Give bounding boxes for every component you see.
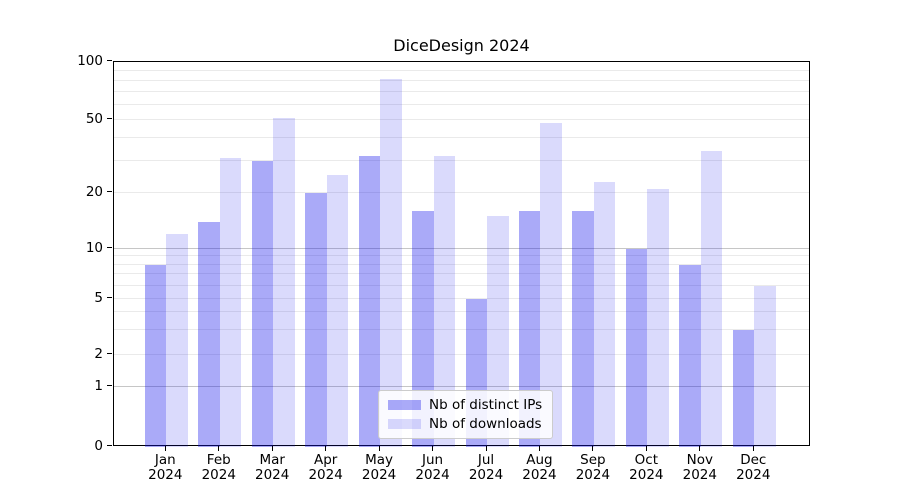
y-tick-20 (107, 191, 112, 193)
gridline-minor-6 (114, 284, 809, 286)
gridline-minor-40 (114, 136, 809, 138)
bar-downloads-feb (219, 158, 242, 447)
x-tick-mar (271, 446, 273, 451)
bar-downloads-apr (326, 175, 349, 447)
gridline-minor-70 (114, 90, 809, 92)
x-tick-jan (164, 446, 166, 451)
bar-downloads-dec (754, 285, 776, 447)
gridline-minor-2 (114, 354, 809, 356)
y-tick-label-2: 2 (94, 346, 103, 363)
gridline-major-1 (114, 386, 809, 388)
x-tick-label-dec: Dec 2024 (736, 452, 771, 483)
bar-downloads-may (380, 78, 402, 447)
y-tick-5 (107, 296, 112, 298)
legend-item-downloads: Nb of downloads (388, 416, 542, 432)
gridline-minor-9 (114, 255, 809, 257)
bar-distinct-ips-sep (572, 211, 594, 447)
legend-swatch-downloads (388, 419, 421, 429)
gridline-minor-20 (114, 192, 809, 194)
x-tick-label-aug: Aug 2024 (522, 452, 557, 483)
y-tick-10 (107, 246, 112, 248)
y-tick-1 (107, 385, 112, 387)
legend-item-distinct-ips: Nb of distinct IPs (388, 397, 542, 413)
gridline-minor-80 (114, 79, 809, 81)
bar-downloads-aug (540, 123, 562, 447)
bar-distinct-ips-mar (251, 160, 274, 447)
gridline-minor-4 (114, 311, 809, 313)
x-tick-sep (592, 446, 594, 451)
bar-distinct-ips-apr (305, 193, 327, 447)
legend: Nb of distinct IPs Nb of downloads (378, 390, 554, 439)
x-tick-nov (699, 446, 701, 451)
bar-downloads-oct (647, 189, 669, 447)
x-tick-label-mar: Mar 2024 (255, 452, 290, 483)
gridline-minor-3 (114, 329, 809, 331)
x-tick-label-may: May 2024 (361, 452, 397, 483)
bar-downloads-jan (166, 234, 188, 447)
y-tick-label-20: 20 (85, 184, 103, 201)
legend-label-downloads: Nb of downloads (429, 416, 542, 432)
y-tick-label-0: 0 (94, 438, 103, 454)
y-tick-50 (107, 117, 112, 119)
x-tick-label-nov: Nov 2024 (682, 452, 717, 483)
gridline-minor-60 (114, 103, 809, 105)
y-tick-2 (107, 353, 112, 355)
plot-area (113, 61, 810, 447)
gridline-major-10 (114, 247, 809, 249)
y-tick-label-50: 50 (85, 110, 103, 127)
bar-distinct-ips-jun (412, 211, 434, 447)
x-tick-dec (752, 446, 754, 451)
x-tick-label-jan: Jan 2024 (148, 452, 183, 483)
bar-distinct-ips-oct (625, 248, 648, 447)
x-tick-label-sep: Sep 2024 (575, 452, 611, 483)
y-tick-label-10: 10 (85, 239, 103, 256)
x-tick-apr (325, 446, 327, 451)
gridline-minor-90 (114, 69, 809, 71)
bar-distinct-ips-feb (198, 221, 220, 447)
x-tick-oct (645, 446, 647, 451)
y-tick-0 (107, 445, 112, 446)
bar-distinct-ips-nov (679, 264, 701, 447)
gridline-minor-5 (114, 297, 809, 299)
x-tick-label-apr: Apr 2024 (308, 452, 343, 483)
gridline-minor-30 (114, 159, 809, 161)
x-tick-label-oct: Oct 2024 (629, 452, 664, 483)
gridline-minor-50 (114, 118, 809, 120)
x-tick-jun (432, 446, 434, 451)
x-tick-aug (538, 446, 540, 451)
x-tick-label-jun: Jun 2024 (415, 452, 450, 483)
bar-downloads-nov (700, 150, 723, 447)
bar-distinct-ips-dec (732, 330, 755, 447)
x-tick-label-feb: Feb 2024 (201, 452, 236, 483)
y-tick-label-100: 100 (77, 53, 103, 69)
bar-downloads-mar (273, 118, 295, 447)
bar-distinct-ips-jan (144, 264, 167, 447)
y-tick-100 (107, 60, 112, 61)
gridline-minor-7 (114, 273, 809, 275)
bar-downloads-jun (433, 155, 456, 447)
legend-swatch-distinct-ips (388, 400, 421, 410)
bar-distinct-ips-aug (518, 211, 541, 447)
bar-distinct-ips-may (358, 155, 381, 447)
x-tick-jul (485, 446, 487, 451)
chart-title: DiceDesign 2024 (393, 36, 530, 55)
bar-downloads-sep (593, 182, 616, 447)
y-tick-label-1: 1 (94, 378, 103, 395)
y-tick-label-5: 5 (94, 289, 103, 306)
x-tick-feb (218, 446, 220, 451)
x-tick-may (378, 446, 380, 451)
bar-downloads-jul (487, 216, 509, 447)
gridline-minor-8 (114, 263, 809, 265)
x-tick-label-jul: Jul 2024 (468, 452, 504, 483)
legend-label-distinct-ips: Nb of distinct IPs (429, 397, 543, 413)
